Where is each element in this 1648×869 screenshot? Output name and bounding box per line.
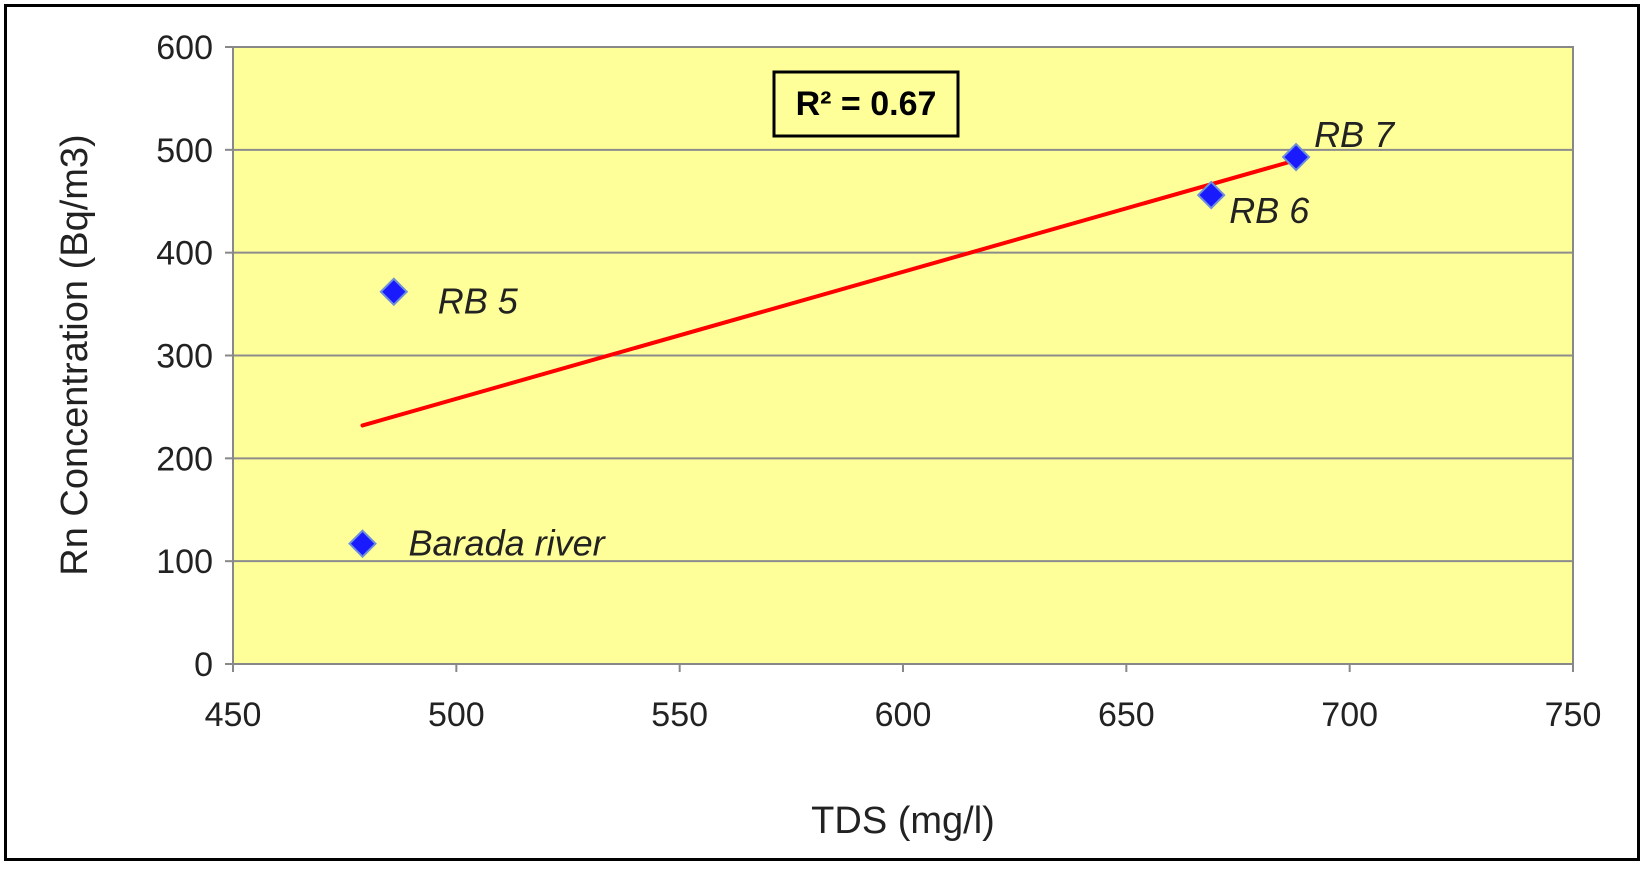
- x-tick-label: 750: [1545, 696, 1602, 734]
- axes: [225, 47, 1573, 672]
- trendline: [360, 158, 1299, 428]
- y-tick-label: 600: [156, 29, 213, 67]
- x-tick-label: 600: [875, 696, 932, 734]
- data-point-label: RB 6: [1229, 190, 1310, 231]
- data-point-marker: [348, 529, 377, 559]
- y-tick-label: 500: [156, 132, 213, 170]
- y-tick-label: 0: [194, 646, 213, 684]
- grid-lines: [233, 148, 1573, 563]
- data-point-marker: [1196, 180, 1226, 210]
- y-tick-label: 300: [156, 338, 213, 376]
- y-tick-label: 400: [156, 235, 213, 273]
- y-axis-title: Rn Concentration (Bq/m3): [54, 134, 96, 575]
- x-tick-label: 650: [1098, 696, 1155, 734]
- data-point-marker: [379, 277, 409, 307]
- chart-frame: 0 100 200 300 400 500 600 450 500 550 600 650 700 750…: [4, 4, 1640, 861]
- r2-label: R² = 0.67: [796, 85, 937, 123]
- x-tick-label: 450: [205, 696, 262, 734]
- x-tick-label: 500: [428, 696, 485, 734]
- data-point-label: RB 7: [1314, 114, 1396, 155]
- data-point-marker: [1281, 142, 1311, 172]
- y-tick-label: 100: [156, 543, 213, 581]
- data-point-label: Barada river: [409, 523, 607, 564]
- r2-annotation: R² = 0.67: [772, 70, 960, 138]
- y-tick-label: 200: [156, 440, 213, 478]
- tick-labels: 0 100 200 300 400 500 600 450 500 550 600 650 700 750: [156, 29, 1601, 734]
- x-tick-label: 550: [651, 696, 708, 734]
- data-point-label: RB 5: [438, 281, 519, 322]
- scatter-chart: 0 100 200 300 400 500 600 450 500 550 600 650 700 750…: [54, 29, 1601, 842]
- x-tick-label: 700: [1321, 696, 1378, 734]
- data-points: Barada river RB 5 RB 6RB 7: [348, 114, 1396, 564]
- x-axis-title: TDS (mg/l): [811, 800, 995, 842]
- r2-box-border: [772, 70, 960, 138]
